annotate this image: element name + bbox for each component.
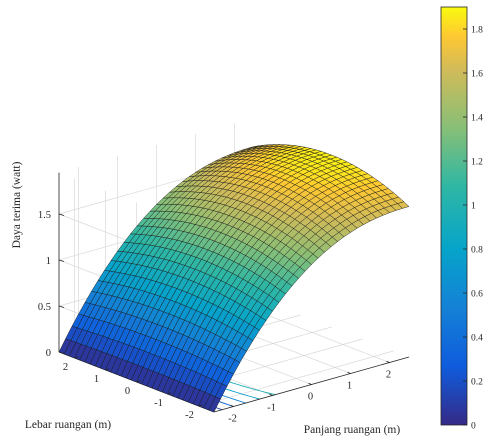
colorbar-tick-label: 1.8 bbox=[471, 26, 483, 36]
x-axis-label: Panjang ruangan (m) bbox=[304, 424, 401, 436]
colorbar: 0 0.2 0.4 0.6 0.8 1 1.2 1.4 1.6 1.8 bbox=[440, 6, 483, 432]
y-tick-label: -1 bbox=[154, 398, 163, 409]
x-tick bbox=[269, 393, 273, 396]
colorbar-tick-label: 0 bbox=[471, 422, 476, 432]
y-tick bbox=[74, 356, 79, 359]
x-tick bbox=[308, 382, 312, 385]
surface-mesh bbox=[58, 144, 410, 413]
colorbar-ticks: 0 0.2 0.4 0.6 0.8 1 1.2 1.4 1.6 1.8 bbox=[463, 26, 483, 432]
colorbar-tick-label: 0.4 bbox=[471, 334, 483, 344]
z-tick-label: 1.5 bbox=[38, 210, 51, 221]
y-axis-label: Lebar ruangan (m) bbox=[25, 419, 111, 431]
gridline bbox=[198, 350, 394, 407]
x-tick-label: -2 bbox=[228, 414, 237, 425]
y-tick-label: 0 bbox=[125, 386, 130, 397]
axes-box: 0 0.5 1 1.5 -2 -1 0 1 2 -2 -1 0 1 2 bbox=[38, 123, 410, 425]
y-tick bbox=[136, 380, 141, 383]
z-tick-label: 1 bbox=[46, 256, 51, 267]
colorbar-tick-label: 1.4 bbox=[471, 114, 483, 124]
y-tick bbox=[198, 404, 203, 407]
z-tick-label: 0 bbox=[46, 348, 51, 359]
z-tick bbox=[58, 351, 65, 354]
x-tick-label: 0 bbox=[308, 392, 313, 403]
y-tick bbox=[167, 392, 172, 395]
z-axis-label: Daya terima (watt) bbox=[11, 161, 23, 248]
x-tick bbox=[230, 404, 234, 407]
z-tick bbox=[58, 305, 65, 308]
colorbar-tick-label: 1 bbox=[471, 202, 476, 212]
x-tick bbox=[347, 371, 351, 374]
y-tick-label: 2 bbox=[63, 362, 68, 373]
x-tick bbox=[386, 360, 390, 363]
x-tick-label: -1 bbox=[267, 403, 276, 414]
z-tick bbox=[58, 259, 65, 262]
colorbar-tick-label: 1.6 bbox=[471, 70, 483, 80]
colorbar-tick-label: 0.2 bbox=[471, 378, 483, 388]
z-tick bbox=[58, 213, 65, 216]
y-tick bbox=[105, 368, 110, 371]
y-tick-label: -2 bbox=[185, 410, 194, 421]
x-tick-label: 1 bbox=[347, 381, 352, 392]
colorbar-gradient bbox=[440, 6, 468, 426]
colorbar-tick-label: 0.6 bbox=[471, 290, 483, 300]
colorbar-tick-label: 0.8 bbox=[471, 246, 483, 256]
y-tick-label: 1 bbox=[94, 374, 99, 385]
tick-labels: 0 0.5 1 1.5 -2 -1 0 1 2 -2 -1 0 1 2 bbox=[38, 210, 391, 425]
z-tick-label: 0.5 bbox=[38, 302, 51, 313]
x-tick-label: 2 bbox=[386, 370, 391, 381]
colorbar-tick-label: 1.2 bbox=[471, 158, 483, 168]
